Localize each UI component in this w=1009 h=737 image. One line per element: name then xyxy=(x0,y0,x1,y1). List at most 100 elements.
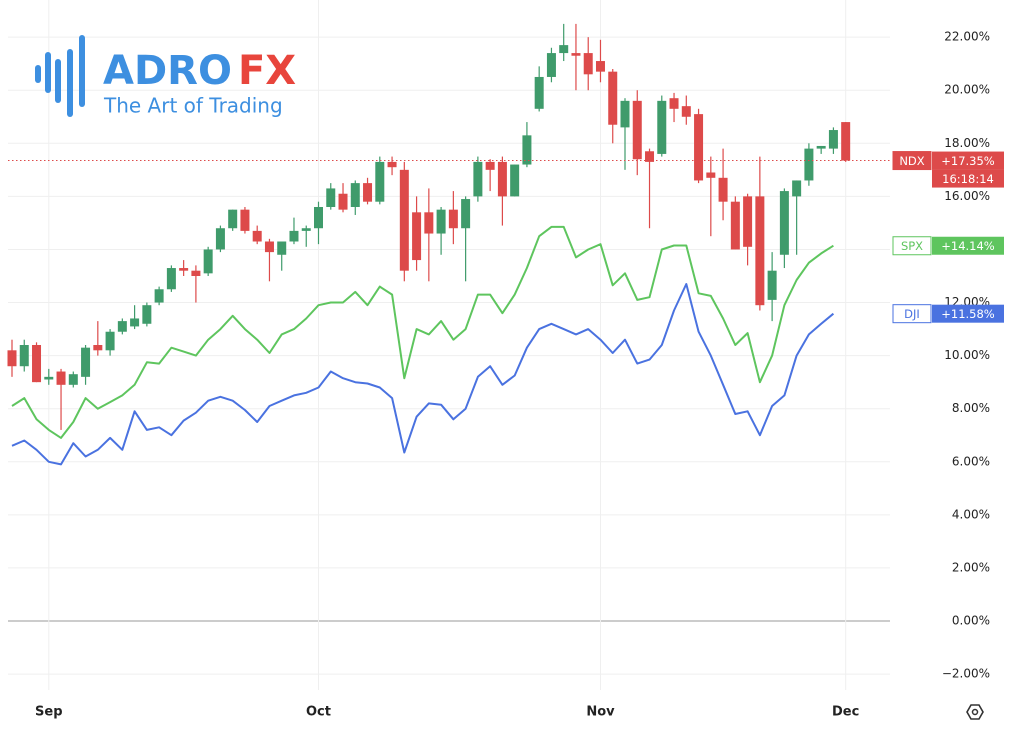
tag-name: DJI xyxy=(904,307,920,321)
candle-body xyxy=(424,212,434,234)
candle-body xyxy=(375,161,385,202)
candle-body xyxy=(203,249,213,274)
logo: ADRO FX The Art of Trading xyxy=(35,35,296,118)
candle-body xyxy=(706,172,716,178)
candle-body xyxy=(595,61,605,72)
candle-body xyxy=(228,209,238,229)
logo-tagline: The Art of Trading xyxy=(103,94,283,118)
y-tick-label: 22.00% xyxy=(944,30,990,44)
tag-name-box xyxy=(892,151,932,171)
line-dji xyxy=(11,283,835,466)
candle-body xyxy=(841,122,851,161)
tag-value-box xyxy=(932,236,1004,255)
candle-body xyxy=(142,305,152,324)
candle-body xyxy=(669,98,679,109)
price-tags: NDX +17.35% 16:18:14 SPX +14.14% DJI +11.58% xyxy=(892,151,1004,324)
candle-body xyxy=(387,161,397,168)
candle-body xyxy=(743,196,753,247)
candle-body xyxy=(93,345,103,351)
candle-body xyxy=(522,135,532,165)
tag-value: +14.14% xyxy=(941,239,995,253)
candle-body xyxy=(497,161,507,197)
candle-body xyxy=(767,270,777,300)
y-tick-label: 8.00% xyxy=(952,401,990,415)
candle-body xyxy=(105,331,115,351)
candle-body xyxy=(326,188,336,207)
tag-value: +11.58% xyxy=(941,307,995,321)
candle-body xyxy=(166,268,176,290)
candle-body xyxy=(68,374,78,385)
candle-body xyxy=(117,321,127,332)
x-tick-label: Oct xyxy=(306,705,331,720)
candle-body xyxy=(620,100,630,128)
candle-body xyxy=(583,53,593,75)
candle-body xyxy=(546,53,556,77)
grid: −2.00%0.00%2.00%4.00%6.00%8.00%10.00%12.… xyxy=(8,0,990,720)
candle-body xyxy=(350,183,360,207)
candle-body xyxy=(44,376,54,380)
settings-icon[interactable] xyxy=(966,704,984,720)
candle-body xyxy=(32,345,42,383)
candle-body xyxy=(436,209,446,234)
candle-body xyxy=(571,53,581,56)
y-tick-label: 2.00% xyxy=(952,560,990,574)
candle-body xyxy=(448,209,458,229)
tag-name: SPX xyxy=(901,239,923,253)
y-tick-label: 4.00% xyxy=(952,507,990,521)
candle-body xyxy=(19,345,29,367)
candle-body xyxy=(154,289,164,303)
candle-body xyxy=(338,193,348,210)
y-tick-label: 20.00% xyxy=(944,83,990,97)
y-tick-label: −2.00% xyxy=(942,667,990,681)
candle-body xyxy=(632,100,642,160)
candle-body xyxy=(191,270,201,276)
candle-body xyxy=(694,114,704,181)
candle-body xyxy=(473,161,483,197)
logo-text: ADRO FX xyxy=(103,48,296,94)
candle-body xyxy=(277,241,287,255)
candle-body xyxy=(412,212,422,261)
x-tick-label: Nov xyxy=(586,705,615,720)
candle-body xyxy=(718,177,728,202)
candle-body xyxy=(485,161,495,170)
tag-value-box xyxy=(932,151,1004,170)
candle-body xyxy=(657,100,667,154)
candle-body xyxy=(816,145,826,149)
candle-body xyxy=(81,347,91,377)
candle-body xyxy=(510,164,520,197)
tag-value: +17.35% xyxy=(941,154,995,168)
x-tick-label: Sep xyxy=(35,705,63,720)
tag-name-box xyxy=(892,304,932,324)
candle-body xyxy=(755,196,765,306)
candle-body xyxy=(645,151,655,162)
plot xyxy=(7,23,890,466)
candle-body xyxy=(179,268,189,271)
candle-body xyxy=(240,209,250,231)
candle-body xyxy=(681,106,691,117)
tag-countdown-box xyxy=(932,169,1004,188)
line-spx xyxy=(11,225,834,439)
candle-body xyxy=(7,350,17,367)
candle-body xyxy=(779,191,789,255)
candle-body xyxy=(314,207,323,229)
candle-body xyxy=(252,230,262,242)
y-tick-label: 6.00% xyxy=(952,454,990,468)
logo-icon xyxy=(35,35,85,117)
x-tick-label: Dec xyxy=(832,705,859,720)
candle-body xyxy=(559,45,569,54)
tag-countdown: 16:18:14 xyxy=(942,172,994,186)
candle-body xyxy=(399,169,409,271)
logo-accent: FX xyxy=(238,48,296,94)
candle-body xyxy=(608,71,618,125)
tag-value-box xyxy=(932,304,1004,323)
candle-body xyxy=(56,371,66,385)
candle-body xyxy=(289,230,299,242)
settings-dot[interactable] xyxy=(971,708,979,716)
candle-body xyxy=(792,180,802,197)
candle-body xyxy=(461,199,471,229)
settings-hex[interactable] xyxy=(966,704,984,720)
y-tick-label: 16.00% xyxy=(944,189,990,203)
candle-body xyxy=(264,241,274,253)
y-tick-label: 18.00% xyxy=(944,136,990,150)
candle-body xyxy=(804,148,814,181)
